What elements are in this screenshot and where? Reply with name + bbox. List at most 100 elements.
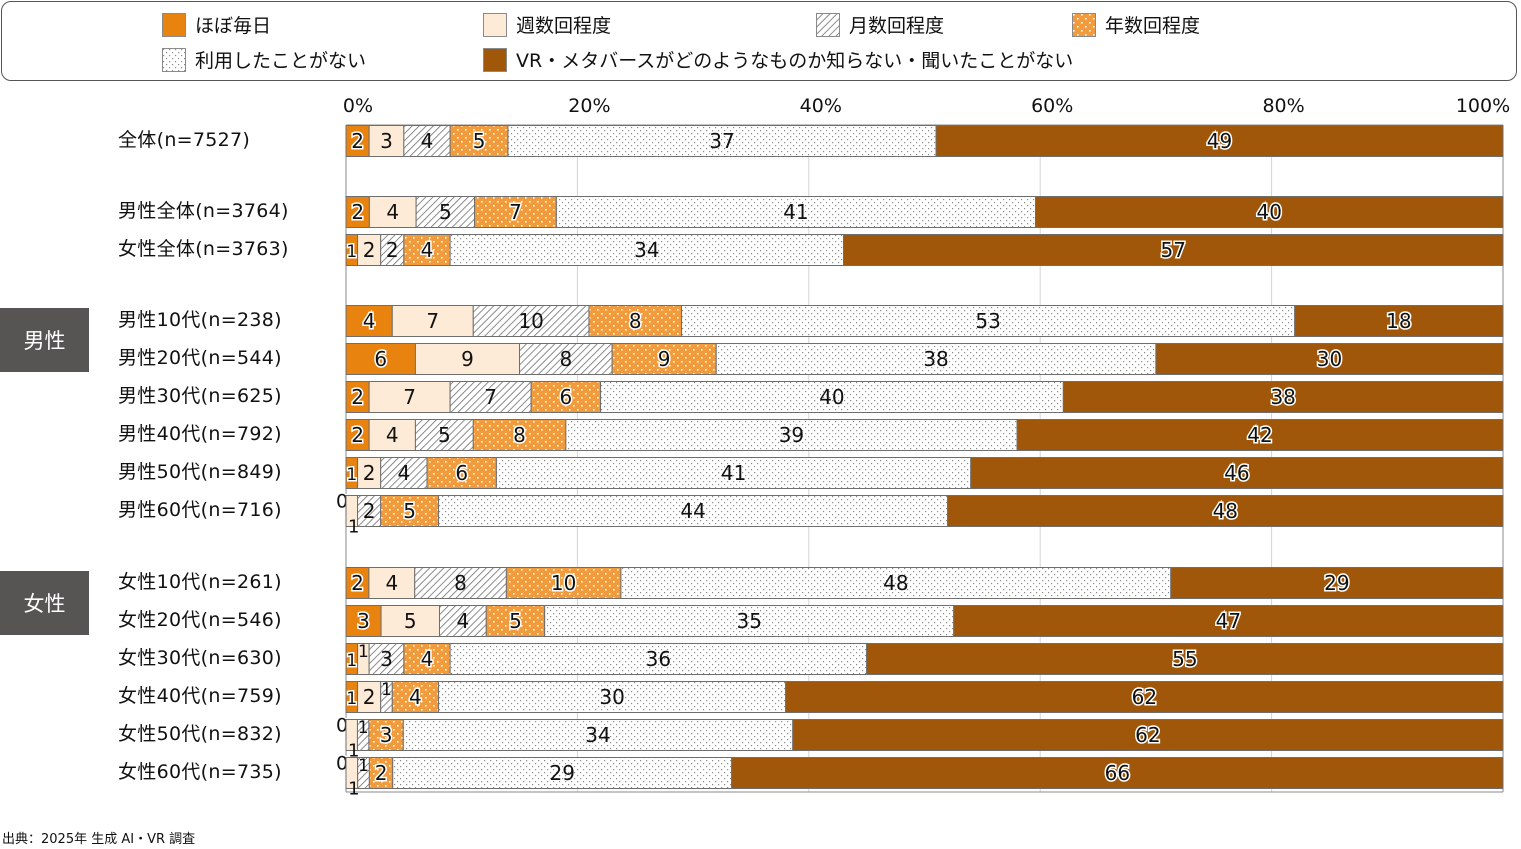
data-label: 2 xyxy=(363,499,376,523)
data-label: 8 xyxy=(513,423,526,447)
bar-segment-monthly xyxy=(472,305,590,337)
data-label: 1 xyxy=(346,242,357,262)
row-label: 女性20代(n=546) xyxy=(118,609,282,631)
bar-segment-monthly xyxy=(368,643,405,675)
bar-segment-monthly xyxy=(449,381,532,413)
data-label: 2 xyxy=(351,200,364,224)
data-label: 4 xyxy=(386,423,399,447)
data-label: 40 xyxy=(819,385,844,409)
data-label: 47 xyxy=(1216,609,1241,633)
bar-segment-monthly xyxy=(380,457,428,489)
bar-segment-daily xyxy=(345,343,416,375)
legend-item-daily: ほぼ毎日 xyxy=(162,11,271,38)
bar-segment-yearly xyxy=(380,495,440,527)
data-label: 37 xyxy=(709,129,734,153)
bar-segment-weekly xyxy=(368,419,416,451)
data-label: 62 xyxy=(1135,723,1160,747)
data-label: 1 xyxy=(358,718,369,738)
bar-segment-never xyxy=(544,605,955,637)
bar-segment-weekly xyxy=(414,343,521,375)
data-label: 3 xyxy=(380,129,393,153)
data-label: 1 xyxy=(346,465,357,485)
data-label: 4 xyxy=(386,200,399,224)
x-tick-label: 100% xyxy=(1456,95,1510,117)
data-label: 2 xyxy=(351,129,364,153)
data-label: 1 xyxy=(358,642,369,662)
data-label: 8 xyxy=(454,571,467,595)
data-label: 41 xyxy=(721,461,746,485)
bar-segment-never xyxy=(438,681,787,713)
x-tick-label: 0% xyxy=(343,95,373,117)
bar-row: 2 4 5 7 41 40 xyxy=(345,196,1504,228)
bar-row: 1 2 1 4 30 62 xyxy=(345,680,1504,713)
data-label: 4 xyxy=(421,647,434,671)
bar-segment-never xyxy=(392,757,733,789)
bar-row: 6 9 8 9 38 30 xyxy=(345,343,1504,375)
row-label: 男性全体(n=3764) xyxy=(118,200,289,222)
row-label: 女性全体(n=3763) xyxy=(118,238,289,260)
x-tick-label: 80% xyxy=(1262,95,1304,117)
bar-row: 3 5 4 5 35 47 xyxy=(345,605,1504,637)
bar-segment-unknown xyxy=(935,125,1504,157)
data-label: 4 xyxy=(421,129,434,153)
legend-label: 週数回程度 xyxy=(516,15,612,37)
data-label: 8 xyxy=(629,309,642,333)
legend: ほぼ毎日 週数回程度 月数回程度 年数回程度 利用したことがない VR・メタバー… xyxy=(1,1,1517,81)
bar-segment-yearly xyxy=(611,343,717,375)
bar-segment-unknown xyxy=(1170,567,1504,599)
data-label: 42 xyxy=(1247,423,1272,447)
data-label: 30 xyxy=(1317,347,1342,371)
data-label: 30 xyxy=(599,685,624,709)
data-label: 6 xyxy=(559,385,572,409)
data-label: 10 xyxy=(551,571,576,595)
data-label: 2 xyxy=(351,571,364,595)
bar-row: 011 3 34 62 xyxy=(334,713,1504,762)
data-label: 5 xyxy=(403,499,416,523)
legend-swatch-monthly xyxy=(816,12,840,37)
row-label: 女性60代(n=735) xyxy=(118,761,282,783)
data-label: 6 xyxy=(374,347,387,371)
legend-item-yearly: 年数回程度 xyxy=(1072,11,1200,38)
data-label: 34 xyxy=(585,723,610,747)
data-label: 2 xyxy=(363,238,376,262)
bar-segment-unknown xyxy=(866,643,1504,675)
bar-row: 1 1 3 4 36 55 xyxy=(345,642,1504,675)
data-label: 49 xyxy=(1207,129,1232,153)
bar-segment-weekly xyxy=(368,381,451,413)
data-label: 5 xyxy=(438,423,451,447)
bar-segment-never xyxy=(715,343,1157,375)
bar-segment-unknown xyxy=(731,757,1504,789)
bar-segment-monthly xyxy=(415,196,476,228)
bar-segment-never xyxy=(555,196,1037,228)
bar-segment-never xyxy=(438,495,949,527)
x-tick-label: 60% xyxy=(1031,95,1073,117)
data-label: 36 xyxy=(646,647,671,671)
bar-segment-weekly xyxy=(368,125,405,157)
data-label: 4 xyxy=(363,309,376,333)
data-label: 7 xyxy=(426,309,439,333)
bar-segment-yearly xyxy=(403,234,451,266)
data-label: 29 xyxy=(1324,571,1349,595)
data-label: 2 xyxy=(363,685,376,709)
bar-row: 2 7 7 6 40 38 xyxy=(345,381,1504,413)
data-label: 3 xyxy=(380,723,393,747)
bar-segment-yearly xyxy=(505,567,622,599)
data-label: 1 xyxy=(358,756,369,776)
data-label: 4 xyxy=(457,609,470,633)
data-label: 6 xyxy=(455,461,468,485)
bar-segment-yearly xyxy=(485,605,546,637)
legend-label: 利用したことがない xyxy=(195,50,367,72)
group-label-female: 女性 xyxy=(0,571,89,635)
x-tick-label: 40% xyxy=(800,95,842,117)
data-label: 38 xyxy=(1270,385,1295,409)
data-label: 8 xyxy=(559,347,572,371)
data-label: 2 xyxy=(363,461,376,485)
data-label: 7 xyxy=(403,385,416,409)
bar-segment-unknown xyxy=(953,605,1504,637)
data-label: 62 xyxy=(1132,685,1157,709)
bar-row: 012 5 44 48 xyxy=(334,489,1504,538)
bar-segment-yearly xyxy=(472,419,567,451)
row-label: 男性10代(n=238) xyxy=(118,309,282,331)
bar-segment-unknown xyxy=(1035,196,1504,228)
data-label: 1 xyxy=(348,741,359,762)
